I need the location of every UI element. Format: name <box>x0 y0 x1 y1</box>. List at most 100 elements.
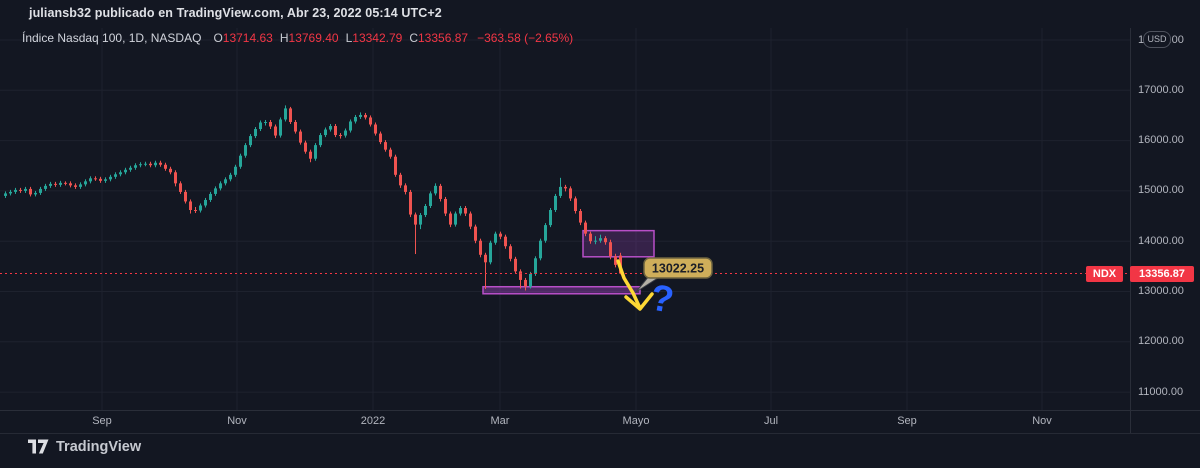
last-price-axis-label: 13356.87 <box>1130 265 1194 282</box>
candle-body <box>104 179 107 181</box>
time-tick-label: Sep <box>897 415 917 427</box>
candle-body <box>254 129 257 137</box>
candle-body <box>274 126 277 136</box>
candle-body <box>364 114 367 118</box>
candle-body <box>29 188 32 195</box>
candle-body <box>454 213 457 225</box>
candle-body <box>399 174 402 186</box>
candle-body <box>234 166 237 175</box>
candle-body <box>424 205 427 216</box>
candle-body <box>199 205 202 211</box>
tradingview-mark-icon <box>28 439 49 454</box>
support-zone-rect[interactable] <box>482 285 641 295</box>
drawing-zones[interactable] <box>482 229 655 295</box>
legend-ohlc-item: L13342.79 <box>346 31 403 45</box>
legend-ohlc-values: O13714.63 H13769.40 L13342.79 C13356.87 <box>213 31 475 45</box>
candle-body <box>139 164 142 166</box>
symbol-legend[interactable]: Índice Nasdaq 100, 1D, NASDAQ O13714.63 H1… <box>22 31 573 45</box>
candle-body <box>249 136 252 146</box>
candle-body <box>329 126 332 130</box>
candle-body <box>204 199 207 206</box>
ohlc-value: 13356.87 <box>418 31 469 45</box>
candle-body <box>184 191 187 202</box>
ohlc-letter: L <box>345 31 353 45</box>
candle-body <box>84 181 87 185</box>
down-arrow-shaft[interactable] <box>616 259 641 308</box>
candle-body <box>179 183 182 192</box>
candle-body <box>574 198 577 212</box>
candle-body <box>379 133 382 143</box>
candle-body <box>504 236 507 247</box>
candle-body <box>339 135 342 137</box>
candle-body <box>449 213 452 225</box>
candle-body <box>439 185 442 199</box>
question-mark-drawing[interactable]: ? <box>647 277 676 321</box>
price-tick-label: 12000.00 <box>1138 335 1184 348</box>
candle-body <box>554 195 557 211</box>
candle-body <box>304 142 307 152</box>
price-tick-label: 14000.00 <box>1138 234 1184 247</box>
candle-body <box>54 183 57 185</box>
candle-body <box>229 174 232 180</box>
candle-body <box>609 242 612 257</box>
candle-body <box>24 188 27 191</box>
price-tick-label: 16000.00 <box>1138 134 1184 147</box>
candle-body <box>444 198 447 214</box>
candle-body <box>479 240 482 255</box>
candle-body <box>89 178 92 182</box>
resistance-zone-rect[interactable] <box>582 229 655 258</box>
candle-body <box>534 258 537 274</box>
price-callout-box[interactable] <box>643 257 713 279</box>
candlestick-series <box>4 105 622 291</box>
candle-body <box>224 179 227 184</box>
candle-body <box>219 183 222 189</box>
candle-body <box>109 176 112 180</box>
candle-body <box>374 124 377 134</box>
candle-body <box>59 182 62 185</box>
user-drawings[interactable]: 13022.25? <box>616 257 713 321</box>
candle-body <box>369 117 372 125</box>
currency-badge[interactable]: USD <box>1143 31 1171 48</box>
candle-body <box>594 240 597 242</box>
candle-body <box>239 155 242 167</box>
candle-body <box>404 185 407 192</box>
tradingview-logo[interactable]: TradingView <box>28 438 141 455</box>
candle-body <box>569 188 572 199</box>
candle-body <box>4 193 7 196</box>
candle-body <box>294 121 297 132</box>
candle-body <box>164 164 167 169</box>
ohlc-value: 13769.40 <box>288 31 339 45</box>
legend-ohlc-item: H13769.40 <box>280 31 339 45</box>
candle-body <box>174 172 177 184</box>
time-tick-label: Nov <box>227 415 247 427</box>
time-tick-label: Sep <box>92 415 112 427</box>
candle-body <box>119 172 122 175</box>
candle-body <box>34 192 37 195</box>
candle-body <box>129 167 132 170</box>
candle-wick <box>415 212 416 255</box>
candle-body <box>589 233 592 242</box>
tradingview-logo-text: TradingView <box>56 438 142 455</box>
candle-body <box>559 186 562 196</box>
candle-body <box>494 233 497 243</box>
candle-body <box>9 191 12 194</box>
candle-body <box>614 256 617 265</box>
candle-body <box>209 193 212 200</box>
candle-body <box>279 119 282 136</box>
candle-body <box>79 184 82 187</box>
candle-body <box>49 183 52 186</box>
candle-body <box>579 211 582 223</box>
legend-title[interactable]: Índice Nasdaq 100, 1D, NASDAQ <box>22 31 202 45</box>
publish-banner-text[interactable]: juliansb32 publicado en TradingView.com,… <box>29 6 442 20</box>
candle-body <box>124 169 127 173</box>
candle-body <box>539 240 542 259</box>
candle-body <box>524 279 527 287</box>
candle-body <box>419 215 422 225</box>
grid-lines <box>0 28 1130 410</box>
candle-body <box>469 213 472 227</box>
down-arrow-head <box>624 292 654 311</box>
ohlc-value: 13342.79 <box>352 31 403 45</box>
candle-body <box>134 165 137 168</box>
